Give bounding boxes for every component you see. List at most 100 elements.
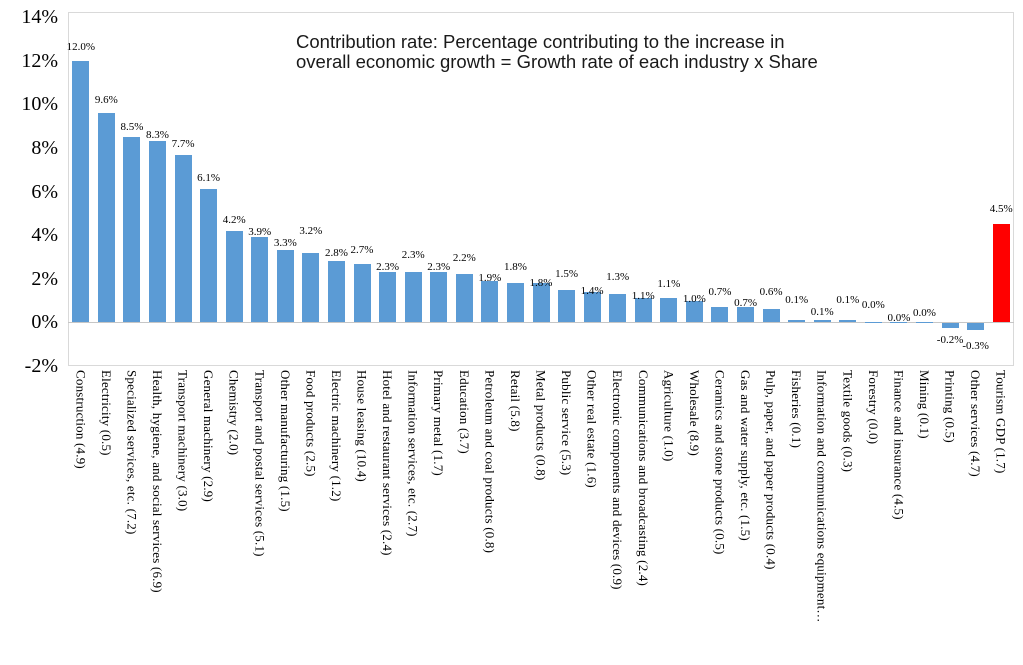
x-axis-category-label: Forestry (0.0) <box>865 370 881 445</box>
bar-value-label: 1.8% <box>503 261 527 274</box>
bar <box>327 261 345 323</box>
x-axis-category-label: Construction (4.9) <box>73 370 89 469</box>
x-axis-category-label: Hotel and restaurant services (2.4) <box>380 370 396 556</box>
bar-value-label: 1.1% <box>657 278 681 291</box>
bar <box>200 189 218 323</box>
bar <box>762 309 780 323</box>
x-axis-category-label: Electric machinery (1.2) <box>328 370 344 502</box>
bar <box>992 224 1010 323</box>
x-axis-category-label: Information and communications equipment… <box>814 370 830 623</box>
bar <box>839 320 857 323</box>
x-axis-category-label: Information services, etc. (2.7) <box>405 370 421 537</box>
bar <box>711 307 729 323</box>
zero-axis-line <box>68 322 1014 323</box>
x-axis-category-label: Other real estate (1.6) <box>584 370 600 488</box>
bar <box>737 307 755 323</box>
x-axis-category-label: Fisheries (0.1) <box>789 370 805 449</box>
bar-value-label: 0.6% <box>759 286 783 299</box>
x-axis-category-label: Food products (2.5) <box>303 370 319 477</box>
bar <box>148 141 166 323</box>
bar-value-label: 8.5% <box>120 121 144 134</box>
bar <box>481 280 499 323</box>
bar-value-label: 6.1% <box>197 172 221 185</box>
bar <box>123 137 141 323</box>
bar-value-label: 2.3% <box>427 261 451 274</box>
x-axis-category-label: Wholesale (8.9) <box>686 370 702 457</box>
bar-value-label: 0.0% <box>913 307 936 320</box>
x-axis-category-label: Tourism GDP (1.7) <box>993 370 1009 474</box>
bar <box>506 283 524 323</box>
y-axis-tick-label: 10% <box>21 93 58 116</box>
bar-value-label: 4.5% <box>989 203 1013 216</box>
y-axis-tick-label: 8% <box>31 137 58 159</box>
bar <box>813 320 831 323</box>
y-axis-tick-label: 6% <box>31 180 58 203</box>
bar-value-label: 0.1% <box>785 294 809 307</box>
bar <box>455 274 473 323</box>
bar-value-label: 1.4% <box>580 284 604 297</box>
y-axis-tick-label: 0% <box>31 311 58 334</box>
y-axis-tick-label: 4% <box>31 224 58 247</box>
bar-value-label: 0.0% <box>887 312 911 325</box>
bar <box>583 291 601 323</box>
bar-value-label: 7.7% <box>171 137 195 150</box>
x-axis-category-label: Gas and water supply, etc. (1.5) <box>738 370 754 541</box>
bar <box>532 283 550 323</box>
x-axis-category-label: Printing (0.5) <box>942 370 958 443</box>
x-axis-category-label: Communications and broadcasting (2.4) <box>635 370 651 587</box>
bar-value-label: -0.2% <box>936 333 964 346</box>
bar-value-label: 2.3% <box>401 249 425 262</box>
x-axis-category-label: Ceramics and stone products (0.5) <box>712 370 728 555</box>
x-axis-category-label: Textile goods (0.3) <box>840 370 856 473</box>
bar <box>174 154 192 323</box>
x-axis-category-label: Other manufacturing (1.5) <box>277 370 293 512</box>
x-axis-category-label: Education (3.7) <box>456 370 472 454</box>
x-axis-category-label: Pulp, paper, and paper products (0.4) <box>763 370 779 570</box>
bar-value-label: 0.0% <box>861 299 885 312</box>
x-axis-category-label: Transport and postal services (5.1) <box>252 370 268 557</box>
x-axis-category-label: Mining (0.1) <box>917 370 932 439</box>
bar <box>685 300 703 323</box>
bar <box>276 250 294 323</box>
x-axis-category-label: Primary metal (1.7) <box>431 370 447 476</box>
x-axis-category-label: Electricity (0.5) <box>98 370 114 456</box>
bar-value-label: 3.2% <box>299 224 323 237</box>
bar <box>634 298 652 323</box>
y-axis-tick-label: -2% <box>24 355 58 377</box>
bar <box>225 230 243 323</box>
bar-value-label: -0.3% <box>962 339 989 352</box>
bar-value-label: 2.8% <box>324 247 348 260</box>
bar <box>558 289 576 323</box>
x-axis-category-label: Electronic components and devices (0.9) <box>610 370 626 590</box>
x-axis-category-label: Health, hygiene, and social services (6.… <box>149 370 165 593</box>
bar-value-label: 0.1% <box>810 306 834 319</box>
bar <box>353 263 371 323</box>
bar-value-label: 0.7% <box>734 297 757 310</box>
bar <box>251 237 269 323</box>
bar-value-label: 2.2% <box>452 252 476 265</box>
chart-annotation: Contribution rate: Percentage contributi… <box>296 32 818 72</box>
bar <box>660 298 678 323</box>
x-axis-category-label: House leasing (10.4) <box>354 370 370 482</box>
bar-value-label: 2.3% <box>376 261 400 274</box>
bar <box>72 60 90 323</box>
x-axis-category-label: Petroleum and coal products (0.8) <box>482 370 498 554</box>
y-axis-tick-label: 2% <box>31 267 58 290</box>
bar-value-label: 0.1% <box>836 294 860 307</box>
x-axis-category-label: Agriculture (1.0) <box>661 370 677 462</box>
bar <box>916 322 933 324</box>
x-axis-category-label: Transport machinery (3.0) <box>175 370 191 512</box>
y-axis-tick-label: 12% <box>21 49 58 72</box>
x-axis-category-label: Metal products (0.8) <box>533 370 549 481</box>
x-axis-category-label: Finance and insurance (4.5) <box>891 370 907 520</box>
bar-value-label: 1.9% <box>478 271 502 284</box>
bar-value-label: 3.3% <box>273 237 297 250</box>
x-axis-category-label: General machinery (2.9) <box>201 370 217 503</box>
bar <box>967 323 985 330</box>
bar-value-label: 1.0% <box>682 292 706 305</box>
bar <box>788 320 806 323</box>
y-axis-tick-label: 14% <box>21 6 58 29</box>
x-axis-category-label: Specialized services, etc. (7.2) <box>124 370 140 535</box>
x-axis-category-label: Retail (5.8) <box>507 370 523 432</box>
